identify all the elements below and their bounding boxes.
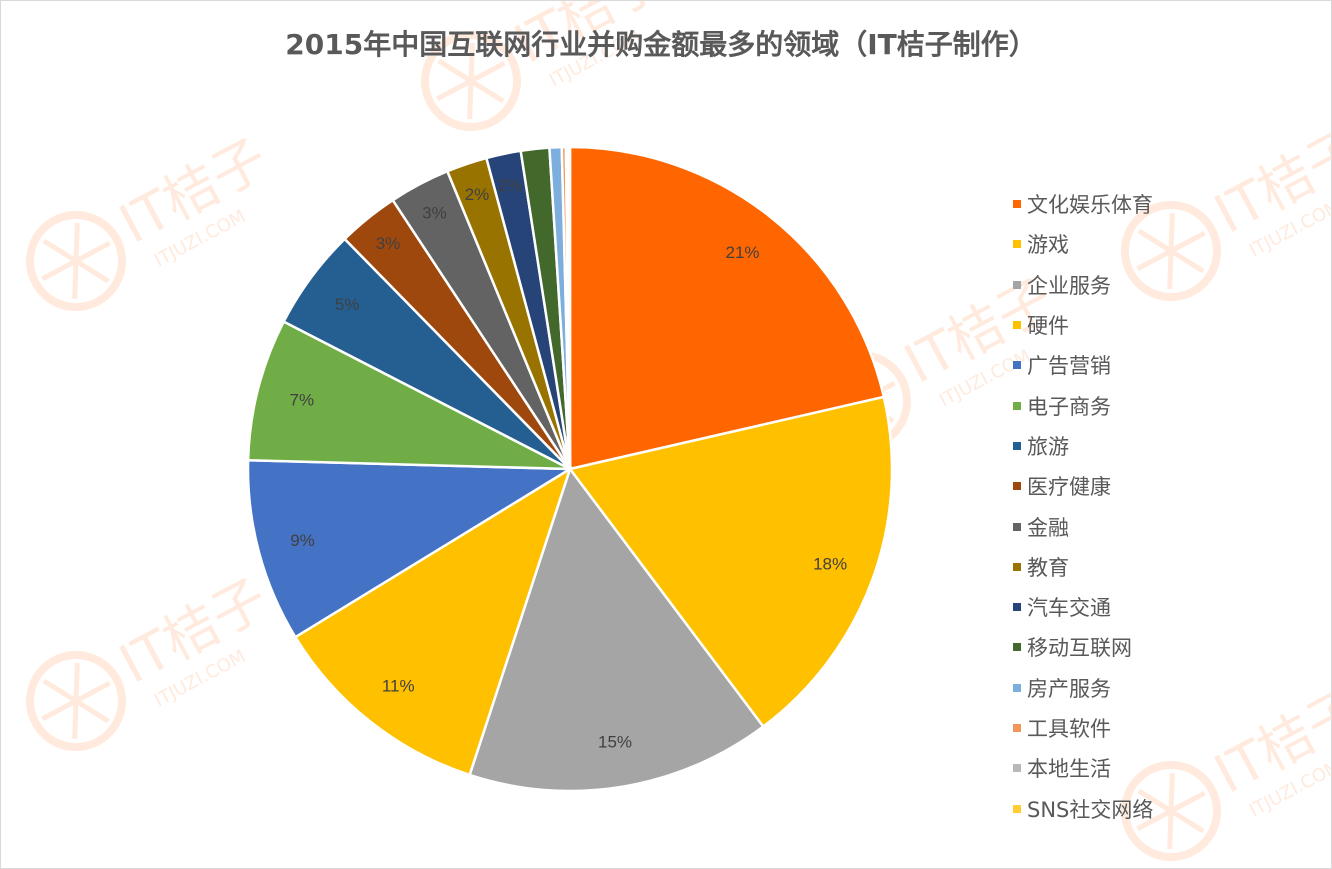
pie-slice: [246, 319, 571, 471]
legend-swatch: [1013, 603, 1021, 612]
legend-swatch: [1013, 522, 1021, 531]
legend-swatch: [1013, 401, 1021, 410]
data-label: 21%: [725, 243, 759, 262]
data-label: 2%: [498, 176, 523, 195]
legend-item: 房产服务: [1013, 668, 1153, 708]
chart-legend: 文化娱乐体育 游戏企业服务硬件广告营销电子商务旅游医疗健康金融教育汽车交通移动互联…: [1013, 184, 1153, 829]
legend-item: 工具软件: [1013, 708, 1153, 748]
data-label: 15%: [598, 733, 632, 752]
legend-label: 汽车交通: [1027, 596, 1111, 621]
legend-item: 医疗健康: [1013, 466, 1153, 506]
legend-swatch: [1013, 361, 1021, 370]
legend-label: 游戏: [1027, 233, 1069, 258]
legend-label: 本地生活: [1027, 757, 1111, 782]
pie-slice: [567, 395, 894, 729]
data-label: 11%: [382, 677, 415, 696]
legend-item: 硬件: [1013, 305, 1153, 345]
legend-swatch: [1013, 441, 1021, 450]
legend-item: 企业服务: [1013, 265, 1153, 305]
legend-item: 游戏: [1013, 224, 1153, 264]
legend-item: 金融: [1013, 506, 1153, 546]
pie-slice: [468, 466, 766, 793]
legend-item: 移动互联网: [1013, 627, 1153, 667]
legend-label: 教育: [1027, 555, 1069, 580]
data-labels: 21% 18% 15% 11% 9% 7% 5% 3% 3% 2% 2%: [290, 176, 848, 752]
legend-item: 文化娱乐体育: [1013, 184, 1153, 224]
legend-label: 移动互联网: [1027, 636, 1132, 661]
legend-label: SNS社交网络: [1027, 797, 1154, 822]
data-label: 3%: [422, 203, 447, 222]
legend-swatch: [1013, 482, 1021, 491]
pie-slice: [566, 145, 572, 470]
pie-slice: [246, 458, 575, 639]
legend-swatch: [1013, 764, 1021, 773]
data-label: 5%: [335, 295, 360, 314]
legend-swatch: [1013, 683, 1021, 692]
legend-label: 广告营销: [1027, 354, 1111, 379]
legend-swatch: [1013, 200, 1021, 209]
legend-swatch: [1013, 724, 1021, 732]
data-label: 18%: [813, 555, 847, 574]
pie-slice: [568, 145, 886, 471]
chart-title: 2015年中国互联网行业并购金额最多的领域（IT桔子制作）: [285, 28, 1037, 61]
legend-item: 汽车交通: [1013, 587, 1153, 627]
legend-item: 电子商务: [1013, 385, 1153, 425]
pie-slice: [293, 466, 573, 777]
data-label: 9%: [290, 531, 315, 550]
legend-swatch: [1013, 643, 1021, 652]
legend-label: 旅游: [1027, 434, 1069, 459]
legend-label: 文化娱乐体育: [1027, 193, 1153, 218]
legend-label: 企业服务: [1027, 273, 1111, 298]
data-label: 3%: [376, 234, 401, 253]
legend-label: 硬件: [1027, 314, 1069, 339]
legend-swatch: [1013, 804, 1021, 813]
legend-swatch: [1013, 280, 1021, 289]
legend-swatch: [1013, 240, 1021, 249]
pie-slices: [246, 145, 894, 793]
legend-label: 医疗健康: [1027, 475, 1111, 500]
legend-item: 教育: [1013, 547, 1153, 587]
legend-label: 工具软件: [1027, 717, 1111, 741]
data-label: 2%: [465, 185, 490, 204]
legend-label: 房产服务: [1027, 676, 1111, 701]
legend-swatch: [1013, 562, 1021, 571]
legend-item: 本地生活: [1013, 748, 1153, 788]
legend-item: SNS社交网络: [1013, 788, 1153, 828]
legend-item: 广告营销: [1013, 345, 1153, 385]
legend-item: 旅游: [1013, 426, 1153, 466]
legend-label: 金融: [1027, 515, 1069, 540]
legend-label: 电子商务: [1027, 394, 1111, 419]
legend-swatch: [1013, 321, 1021, 330]
data-label: 7%: [290, 391, 315, 410]
